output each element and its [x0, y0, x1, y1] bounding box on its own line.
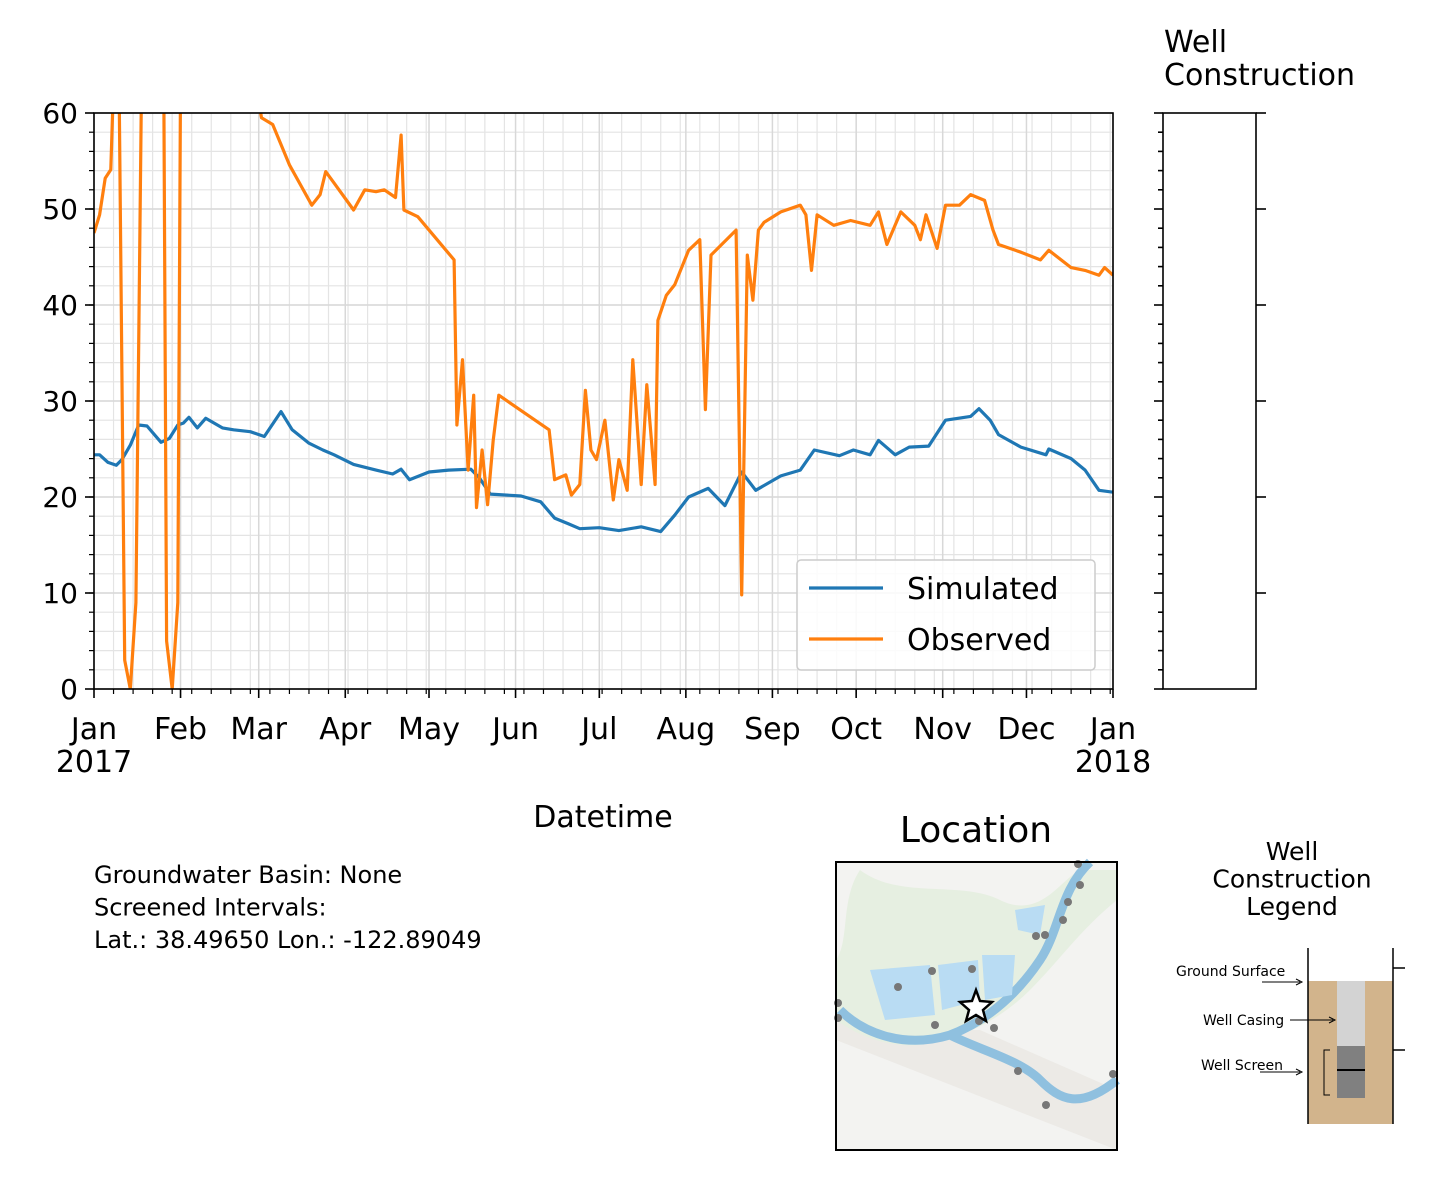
x-tick-label: Feb	[154, 712, 207, 747]
info-line: Lat.: 38.49650 Lon.: -122.89049	[94, 926, 482, 954]
y-tick-label: 30	[42, 385, 78, 418]
map-frame	[835, 861, 1118, 1151]
map-river	[836, 858, 1120, 1104]
x-tick-label: Jan 2018	[1075, 712, 1151, 780]
y-tick-label: 0	[60, 673, 78, 706]
x-tick-label: Jun	[490, 712, 539, 747]
y-tick-label: 60	[42, 97, 78, 130]
y-tick-label: 50	[42, 193, 78, 226]
y-tick-label: 10	[42, 577, 78, 610]
map-star	[956, 986, 996, 1024]
location-title: Location	[900, 810, 1052, 851]
x-tick-label: May	[398, 712, 460, 747]
casing	[1337, 981, 1365, 1046]
construction-legend-title: Well Construction Legend	[1212, 837, 1371, 921]
data-line	[94, 407, 1113, 534]
x-tick-label: Aug	[657, 712, 716, 747]
x-tick-label: Mar	[230, 712, 287, 747]
location-map	[834, 858, 1120, 1151]
x-tick-label: Jan 2017	[56, 712, 132, 780]
x-axis-label: Datetime	[533, 800, 672, 835]
map-wells	[834, 860, 1117, 1109]
x-tick-label: Dec	[997, 712, 1055, 747]
screen	[1337, 1046, 1365, 1098]
x-tick-label: Oct	[830, 712, 882, 747]
x-tick-label: Apr	[319, 712, 372, 747]
well-construction-ticks	[1154, 112, 1266, 690]
data-line	[94, 113, 1113, 689]
construction-legend-label: Well Screen	[1201, 1058, 1283, 1074]
x-tick-label: Jul	[579, 712, 617, 747]
y-tick-label: 40	[42, 289, 78, 322]
info-line: Groundwater Basin: None	[94, 861, 402, 889]
legend-label: Simulated	[907, 572, 1059, 607]
legend-label: Observed	[907, 623, 1051, 658]
x-tick-label: Nov	[913, 712, 972, 747]
info-line: Screened Intervals:	[94, 894, 327, 922]
legend-arrows	[1260, 978, 1337, 1096]
x-tick-label: Sep	[744, 712, 801, 747]
well-construction-title: Well Construction	[1164, 25, 1355, 93]
construction-legend-label: Ground Surface	[1176, 964, 1285, 980]
construction-legend-label: Well Casing	[1203, 1013, 1284, 1029]
construction-legend-graphic: Ground Surface Well Casing Well Screen	[1176, 948, 1405, 1124]
map-ponds	[870, 905, 1045, 1020]
y-tick-label: 20	[42, 481, 78, 514]
